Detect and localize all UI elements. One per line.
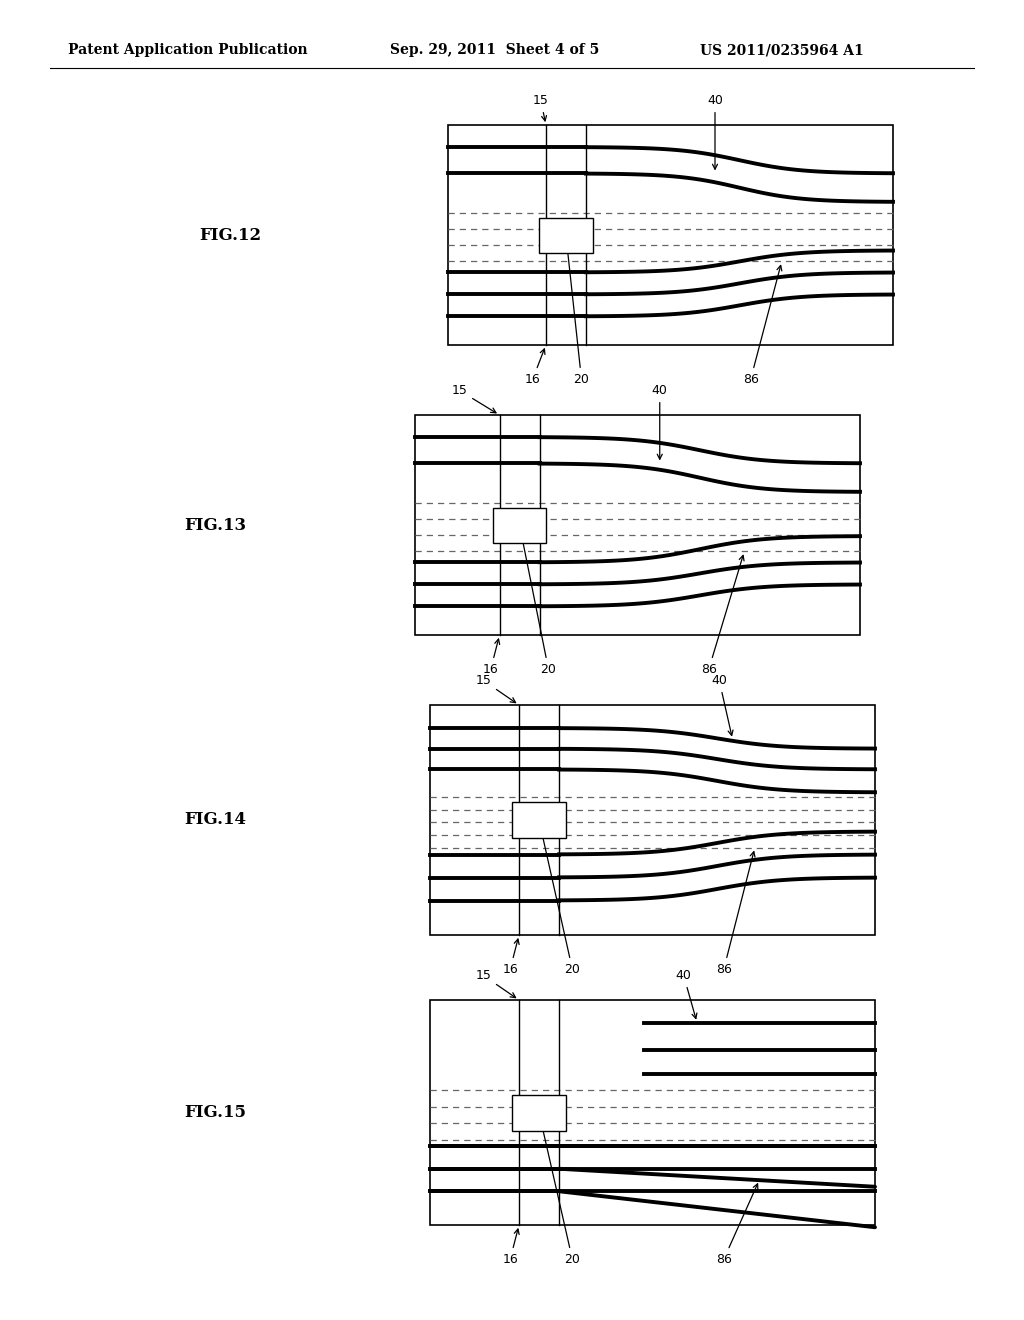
Text: 16: 16 — [524, 348, 545, 385]
Text: 20: 20 — [564, 239, 590, 385]
Bar — [540, 218, 593, 252]
Bar — [430, 705, 874, 935]
Text: 40: 40 — [676, 969, 697, 1019]
Text: FIG.15: FIG.15 — [184, 1104, 246, 1121]
Bar — [449, 125, 893, 345]
Text: 40: 40 — [652, 384, 668, 459]
Text: 16: 16 — [502, 939, 519, 975]
Text: 16: 16 — [482, 639, 500, 676]
Text: 16: 16 — [502, 1229, 519, 1266]
Bar — [512, 1096, 565, 1131]
Text: 20: 20 — [519, 529, 556, 676]
Text: Sep. 29, 2011  Sheet 4 of 5: Sep. 29, 2011 Sheet 4 of 5 — [390, 44, 599, 57]
Text: FIG.14: FIG.14 — [184, 812, 246, 829]
Bar — [493, 508, 546, 543]
Text: 15: 15 — [532, 94, 549, 121]
Text: 86: 86 — [716, 1184, 758, 1266]
Text: 86: 86 — [700, 556, 744, 676]
Bar — [512, 803, 565, 838]
Text: 40: 40 — [712, 675, 733, 735]
Text: FIG.12: FIG.12 — [199, 227, 261, 243]
Text: 86: 86 — [742, 265, 782, 385]
Text: 20: 20 — [539, 1117, 581, 1266]
Text: US 2011/0235964 A1: US 2011/0235964 A1 — [700, 44, 864, 57]
Text: 15: 15 — [475, 969, 515, 998]
Bar — [430, 1001, 874, 1225]
Text: 15: 15 — [452, 384, 496, 413]
Bar — [415, 414, 860, 635]
Text: 20: 20 — [539, 825, 581, 975]
Text: FIG.13: FIG.13 — [184, 516, 246, 533]
Text: Patent Application Publication: Patent Application Publication — [68, 44, 307, 57]
Text: 86: 86 — [716, 851, 755, 975]
Text: 15: 15 — [475, 675, 515, 702]
Text: 40: 40 — [707, 94, 723, 169]
